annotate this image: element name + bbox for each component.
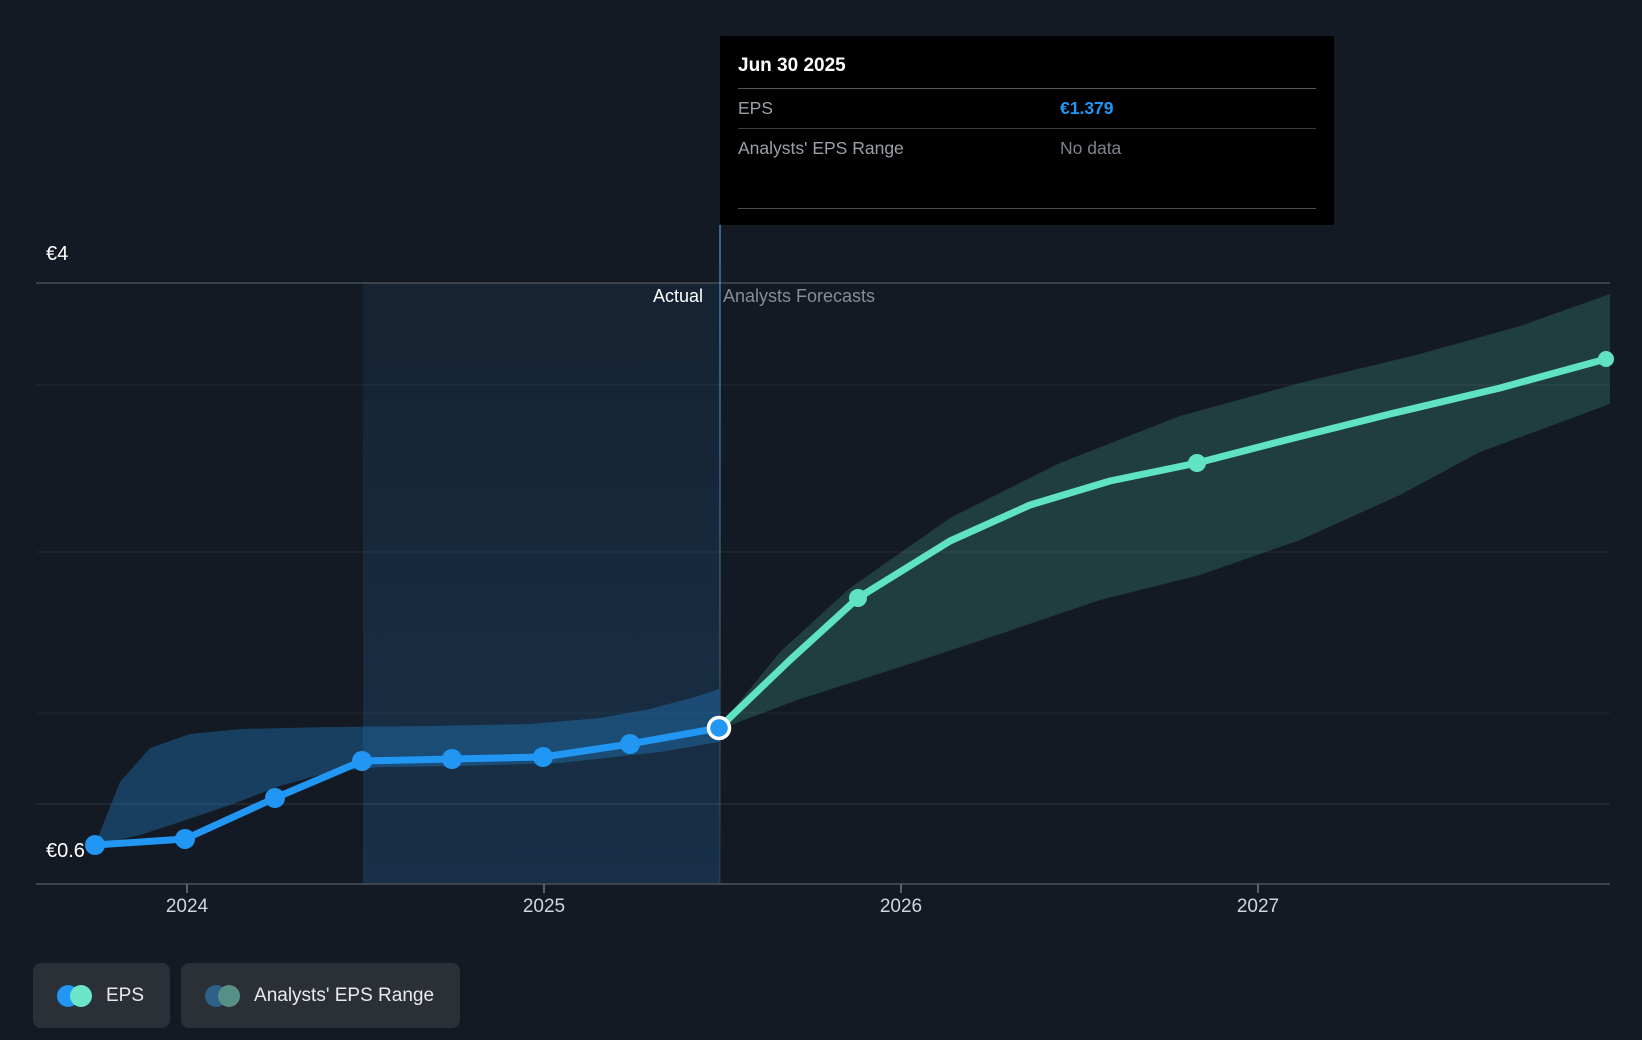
highlight-band	[363, 283, 720, 884]
eps-actual-point[interactable]	[533, 747, 553, 767]
tooltip-divider	[738, 128, 1316, 129]
x-tick-label-2026: 2026	[879, 896, 923, 917]
tooltip-date: Jun 30 2025	[738, 55, 846, 76]
eps-forecast-point[interactable]	[849, 589, 867, 607]
eps-forecast-end-point[interactable]	[1598, 351, 1614, 367]
tooltip-range-row: Analysts' EPS Range No data	[738, 129, 1316, 168]
eps-actual-line	[91, 724, 723, 849]
forecast-section-label: Analysts Forecasts	[723, 286, 876, 306]
legend-item-analysts-eps-range[interactable]: Analysts' EPS Range	[181, 963, 461, 1028]
eps-actual-point[interactable]	[620, 734, 640, 754]
tooltip-eps-value: €1.379	[1060, 98, 1114, 118]
legend-eps-label: EPS	[106, 984, 145, 1006]
tooltip-divider	[738, 88, 1316, 89]
actual-section-label: Actual	[652, 286, 703, 306]
tooltip-eps-label: EPS	[738, 98, 774, 118]
range-teal-dot-icon	[218, 984, 241, 1007]
y-axis-label-top: €4	[46, 243, 69, 265]
x-tick-label-2025: 2025	[522, 896, 566, 917]
tooltip-range-value: No data	[1060, 138, 1122, 158]
y-axis-label-bottom: €0.6	[46, 840, 85, 862]
eps-actual-point[interactable]	[442, 749, 462, 769]
legend-range-label: Analysts' EPS Range	[254, 984, 435, 1006]
actual-forecast-divider	[719, 225, 721, 884]
forecast-eps-range-area	[720, 294, 1610, 729]
tooltip-bottom-divider	[738, 208, 1316, 209]
actual-eps-range-area	[95, 689, 719, 845]
eps-teal-dot-icon	[70, 984, 92, 1007]
tooltip-eps-row: EPS €1.379	[738, 89, 1316, 128]
range-legend-icon	[205, 984, 241, 1007]
eps-actual-point[interactable]	[175, 829, 195, 849]
eps-actual-point[interactable]	[85, 835, 105, 855]
x-tick-label-2027: 2027	[1236, 896, 1280, 917]
eps-actual-point[interactable]	[352, 751, 372, 771]
chart-legend: EPS Analysts' EPS Range	[33, 963, 461, 1028]
eps-highlighted-point[interactable]	[706, 715, 732, 741]
x-tick-label-2024: 2024	[165, 896, 209, 917]
legend-item-eps[interactable]: EPS	[33, 963, 171, 1028]
hover-tooltip: Jun 30 2025 EPS €1.379 Analysts' EPS Ran…	[720, 36, 1334, 225]
eps-forecast-line	[715, 355, 1610, 732]
eps-legend-icon	[57, 984, 92, 1007]
eps-forecast-point[interactable]	[1188, 454, 1206, 472]
eps-actual-point[interactable]	[265, 788, 285, 808]
tooltip-range-label: Analysts' EPS Range	[738, 138, 904, 158]
